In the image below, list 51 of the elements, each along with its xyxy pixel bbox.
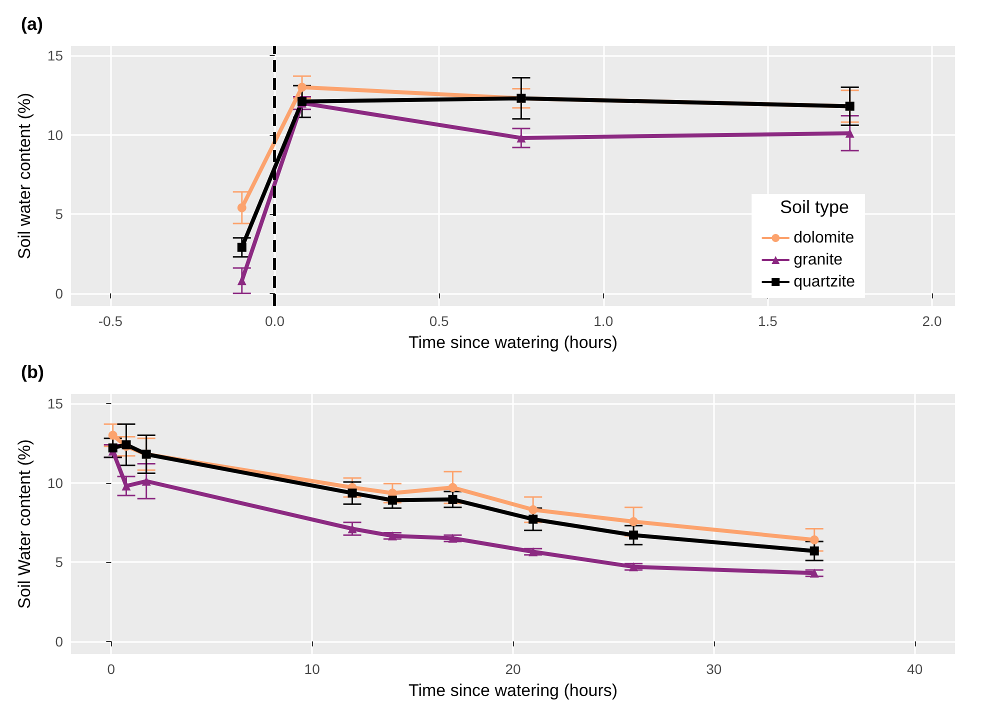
y-tick-label: 15: [47, 396, 64, 412]
legend-label: quartzite: [794, 274, 856, 290]
point: [237, 203, 246, 212]
point: [237, 242, 246, 252]
point: [845, 128, 854, 138]
point: [108, 443, 118, 452]
legend-label: dolomite: [794, 230, 854, 246]
point: [448, 534, 458, 543]
point: [448, 494, 458, 504]
x-tick-label: 1.5: [758, 313, 778, 329]
y-axis-title: Soil water content (%): [15, 92, 34, 260]
point: [388, 496, 397, 505]
x-tick-label: 2.0: [922, 313, 942, 329]
chart-title: (a): [21, 14, 44, 34]
y-tick-label: 0: [55, 285, 64, 302]
y-tick-label: 15: [47, 48, 64, 64]
y-axis-title: Soil Water content (%): [15, 439, 34, 609]
point: [810, 546, 819, 556]
point: [528, 547, 538, 556]
legend-label: granite: [794, 252, 843, 268]
x-axis-title: Time since watering (hours): [408, 333, 618, 352]
x-tick-label: 30: [706, 661, 722, 677]
x-tick-label: -0.5: [98, 313, 123, 329]
point: [448, 483, 458, 492]
x-tick-label: 0.5: [429, 313, 449, 329]
point: [810, 535, 819, 544]
x-tick-label: 0.0: [265, 313, 285, 329]
y-tick-label: 10: [47, 474, 64, 491]
point: [629, 517, 638, 526]
y-tick-label: 10: [47, 126, 64, 143]
point: [348, 488, 357, 498]
y-tick-label: 5: [55, 554, 64, 570]
x-tick-label: 0: [107, 661, 116, 677]
x-axis-title: Time since watering (hours): [408, 681, 618, 700]
x-tick-label: 10: [304, 661, 320, 677]
legend-title: Soil type: [780, 197, 850, 217]
point: [629, 530, 638, 540]
y-tick-label: 5: [55, 206, 64, 222]
chart-title: (b): [21, 362, 44, 382]
x-tick-label: 40: [907, 661, 923, 677]
point: [528, 514, 538, 524]
point: [810, 568, 819, 578]
x-tick-label: 1.0: [594, 313, 614, 329]
point: [298, 82, 307, 92]
x-tick-label: 20: [505, 661, 521, 677]
point: [108, 430, 118, 440]
point: [388, 531, 397, 540]
y-tick-label: 0: [55, 633, 64, 650]
point: [629, 562, 638, 572]
point: [142, 476, 151, 486]
point: [528, 505, 538, 514]
